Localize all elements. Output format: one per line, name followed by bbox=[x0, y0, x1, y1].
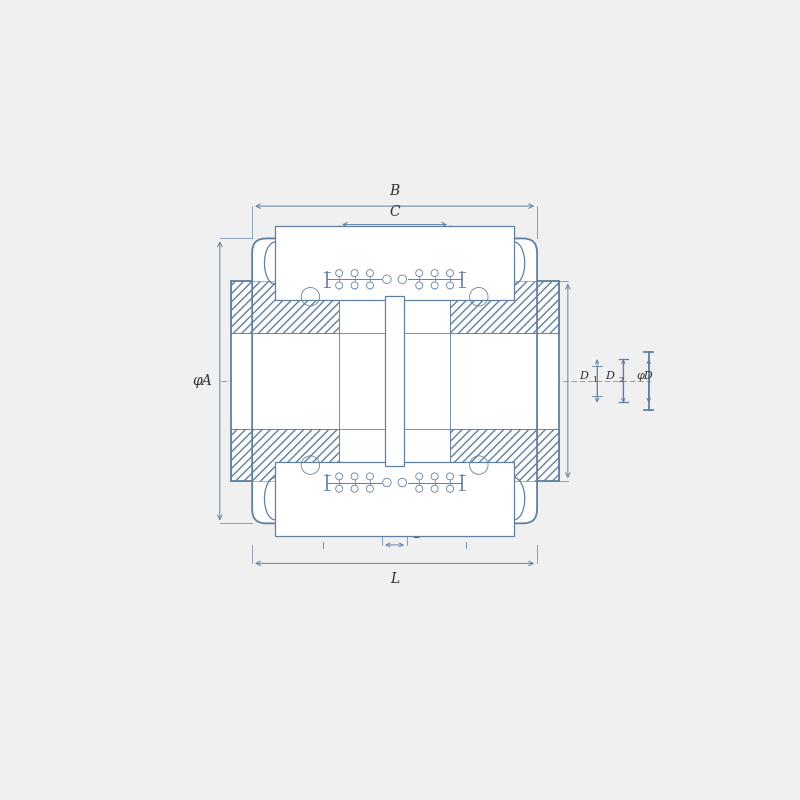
Circle shape bbox=[336, 485, 342, 492]
Circle shape bbox=[431, 473, 438, 480]
Text: φA: φA bbox=[192, 374, 212, 388]
Bar bbox=[275, 462, 514, 536]
Text: 2: 2 bbox=[618, 376, 623, 384]
Bar bbox=[230, 281, 339, 333]
Circle shape bbox=[416, 473, 422, 480]
Bar bbox=[450, 281, 558, 333]
Circle shape bbox=[336, 473, 342, 480]
Circle shape bbox=[351, 485, 358, 492]
Circle shape bbox=[416, 270, 422, 277]
Circle shape bbox=[351, 270, 358, 277]
Circle shape bbox=[382, 275, 391, 283]
Circle shape bbox=[351, 282, 358, 289]
Bar bbox=[230, 429, 339, 481]
Text: L: L bbox=[390, 572, 399, 586]
Circle shape bbox=[446, 270, 454, 277]
Circle shape bbox=[366, 485, 374, 492]
Circle shape bbox=[431, 270, 438, 277]
Circle shape bbox=[446, 282, 454, 289]
Bar bbox=[275, 226, 514, 300]
Circle shape bbox=[431, 485, 438, 492]
Text: D: D bbox=[605, 371, 614, 382]
Circle shape bbox=[446, 485, 454, 492]
FancyBboxPatch shape bbox=[252, 238, 537, 523]
Circle shape bbox=[416, 282, 422, 289]
Circle shape bbox=[446, 473, 454, 480]
Circle shape bbox=[351, 473, 358, 480]
Circle shape bbox=[366, 473, 374, 480]
Text: C: C bbox=[390, 206, 400, 219]
Bar bbox=[450, 429, 558, 481]
Circle shape bbox=[398, 275, 406, 283]
Circle shape bbox=[336, 282, 342, 289]
Circle shape bbox=[398, 478, 406, 486]
Text: B: B bbox=[390, 185, 400, 198]
Text: S: S bbox=[412, 527, 422, 541]
Text: 1: 1 bbox=[593, 376, 598, 384]
Circle shape bbox=[416, 485, 422, 492]
Circle shape bbox=[366, 282, 374, 289]
Text: D: D bbox=[579, 371, 588, 382]
Circle shape bbox=[366, 270, 374, 277]
Bar bbox=[386, 296, 404, 466]
Circle shape bbox=[431, 282, 438, 289]
Circle shape bbox=[382, 478, 391, 486]
Text: φD: φD bbox=[637, 371, 653, 382]
Circle shape bbox=[336, 270, 342, 277]
Bar bbox=[230, 281, 558, 481]
